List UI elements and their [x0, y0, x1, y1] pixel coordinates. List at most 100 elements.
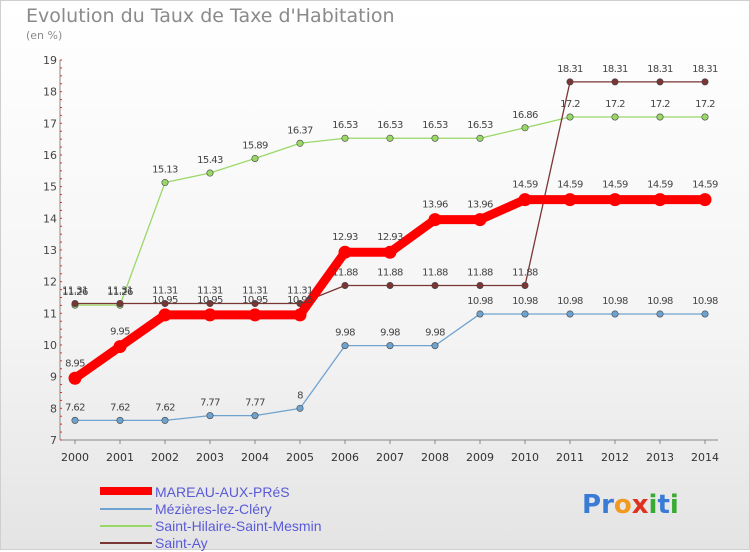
data-point — [431, 134, 439, 142]
data-point — [518, 193, 532, 207]
data-label: 17.2 — [695, 99, 715, 110]
data-label: 14.59 — [557, 180, 583, 191]
x-tick-label: 2012 — [601, 451, 629, 464]
chart-title: Evolution du Taux de Taxe d'Habitation — [26, 5, 395, 27]
data-point — [206, 169, 214, 177]
data-point — [251, 412, 259, 420]
data-label: 10.95 — [197, 295, 223, 306]
y-tick-label: 9 — [50, 371, 57, 384]
data-point — [113, 340, 127, 354]
data-point — [341, 281, 349, 289]
data-point — [476, 134, 484, 142]
data-label: 15.43 — [197, 155, 223, 166]
data-point — [116, 300, 124, 308]
data-label: 7.62 — [110, 402, 130, 413]
data-point — [206, 300, 214, 308]
data-label: 18.31 — [692, 64, 718, 75]
y-tick-label: 17 — [43, 117, 57, 130]
data-label: 10.95 — [287, 295, 313, 306]
data-point — [71, 416, 79, 424]
data-label: 11.26 — [107, 287, 133, 298]
data-label: 17.2 — [605, 99, 625, 110]
data-label: 11.88 — [422, 267, 448, 278]
data-label: 9.98 — [380, 328, 400, 339]
data-label: 15.89 — [242, 140, 268, 151]
data-point — [431, 281, 439, 289]
data-label: 8.95 — [65, 358, 85, 369]
logo-letter: i — [669, 490, 679, 520]
logo-letter: i — [648, 490, 658, 520]
data-label: 11.31 — [287, 286, 313, 297]
x-tick-label: 2000 — [61, 451, 89, 464]
data-label: 14.59 — [647, 180, 673, 191]
data-label: 17.2 — [560, 99, 580, 110]
data-point — [161, 179, 169, 187]
data-point — [386, 134, 394, 142]
x-tick-label: 2001 — [106, 451, 134, 464]
data-label: 11.88 — [512, 267, 538, 278]
data-label: 11.31 — [62, 286, 88, 297]
data-label: 11.88 — [377, 267, 403, 278]
data-point — [476, 281, 484, 289]
data-point — [386, 281, 394, 289]
series-layer — [68, 78, 712, 424]
data-point — [386, 342, 394, 350]
data-point — [68, 371, 82, 385]
data-point — [296, 404, 304, 412]
data-point — [158, 308, 172, 322]
data-point — [566, 113, 574, 121]
data-label: 16.53 — [332, 120, 358, 131]
data-label: 16.53 — [377, 120, 403, 131]
data-point — [383, 245, 397, 259]
data-label: 12.93 — [377, 232, 403, 243]
y-tick-label: 11 — [43, 307, 57, 320]
x-tick-label: 2008 — [421, 451, 449, 464]
x-tick-label: 2013 — [646, 451, 674, 464]
data-point — [251, 154, 259, 162]
y-tick-label: 8 — [50, 402, 57, 415]
y-tick-label: 15 — [43, 181, 57, 194]
data-point — [341, 342, 349, 350]
y-tick-label: 14 — [43, 212, 57, 225]
x-tick-label: 2007 — [376, 451, 404, 464]
data-label: 9.98 — [425, 328, 445, 339]
data-label: 7.77 — [245, 398, 265, 409]
proxiti-logo: Proxiti — [582, 490, 679, 520]
data-point — [248, 308, 262, 322]
data-point — [701, 113, 709, 121]
data-label: 10.98 — [557, 296, 583, 307]
data-label: 16.53 — [467, 120, 493, 131]
x-tick-label: 2010 — [511, 451, 539, 464]
data-label: 10.98 — [647, 296, 673, 307]
legend-label-mareau: MAREAU-AUX-PRéS — [155, 484, 290, 500]
data-point — [476, 310, 484, 318]
x-tick-label: 2002 — [151, 451, 179, 464]
data-label: 10.98 — [467, 296, 493, 307]
data-point — [473, 213, 487, 227]
data-point — [701, 310, 709, 318]
data-label: 11.31 — [152, 286, 178, 297]
data-label: 11.31 — [242, 286, 268, 297]
legend-label-saint-hilaire: Saint-Hilaire-Saint-Mesmin — [155, 518, 322, 534]
x-tick-label: 2003 — [196, 451, 224, 464]
y-tick-label: 13 — [43, 244, 57, 257]
data-label: 10.95 — [152, 295, 178, 306]
logo-letter: o — [613, 490, 632, 520]
legend-swatch-mareau — [100, 487, 152, 495]
data-point — [566, 78, 574, 86]
data-point — [428, 213, 442, 227]
data-label: 8 — [297, 390, 303, 401]
data-label: 10.98 — [602, 296, 628, 307]
data-point — [698, 193, 712, 207]
data-labels-layer: 7.62 7.62 7.62 7.77 7.77 8 9.98 9.98 9.98 10.98 10… — [62, 64, 718, 414]
logo-letter: t — [657, 490, 670, 520]
y-tick-label: 12 — [43, 276, 57, 289]
data-label: 10.98 — [512, 296, 538, 307]
y-tick-label: 19 — [43, 54, 57, 67]
data-label: 18.31 — [557, 64, 583, 75]
x-tick-label: 2014 — [691, 451, 719, 464]
x-tick-label: 2011 — [556, 451, 584, 464]
chart-axes: 7 8 9 10 11 12 13 14 15 16 17 18 19 2000 2001 2002 2003 2… — [43, 54, 719, 464]
